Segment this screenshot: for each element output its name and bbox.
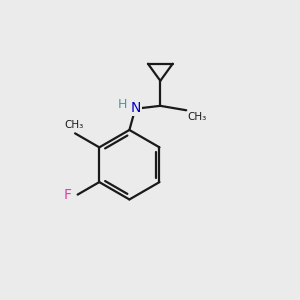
Text: CH₃: CH₃ — [188, 112, 207, 122]
Text: H: H — [118, 98, 128, 111]
Text: F: F — [64, 188, 72, 202]
Text: N: N — [131, 101, 141, 115]
Text: CH₃: CH₃ — [64, 120, 83, 130]
